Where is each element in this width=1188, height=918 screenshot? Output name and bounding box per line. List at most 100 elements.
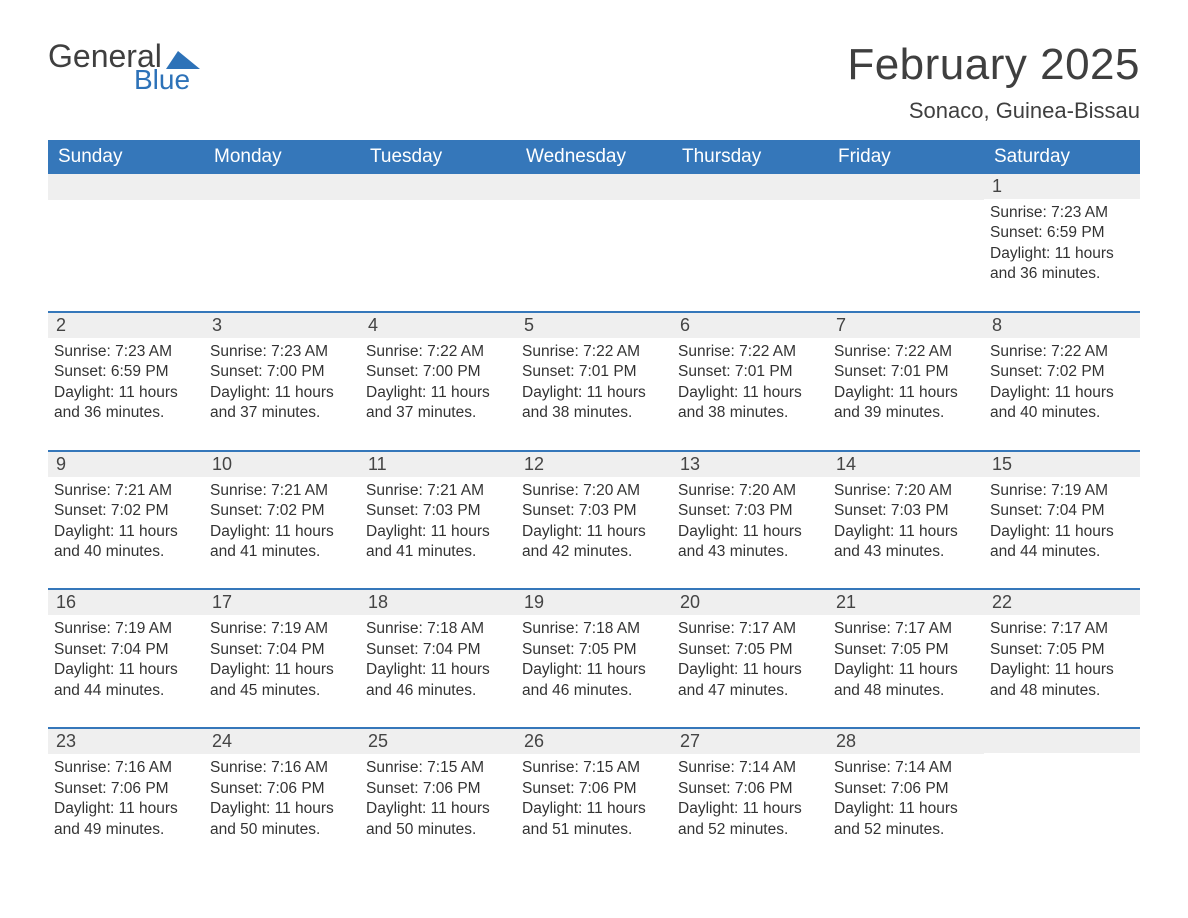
calendar-cell: 10Sunrise: 7:21 AMSunset: 7:02 PMDayligh…	[204, 450, 360, 589]
day-number: 3	[204, 311, 360, 338]
daylight-text: Daylight: 11 hours and 40 minutes.	[54, 522, 198, 563]
sunrise-text: Sunrise: 7:18 AM	[522, 619, 666, 639]
calendar-cell: 12Sunrise: 7:20 AMSunset: 7:03 PMDayligh…	[516, 450, 672, 589]
day-number: 26	[516, 727, 672, 754]
day-body: Sunrise: 7:21 AMSunset: 7:02 PMDaylight:…	[48, 477, 204, 589]
sunrise-text: Sunrise: 7:15 AM	[366, 758, 510, 778]
calendar-cell: 9Sunrise: 7:21 AMSunset: 7:02 PMDaylight…	[48, 450, 204, 589]
calendar-cell: 17Sunrise: 7:19 AMSunset: 7:04 PMDayligh…	[204, 588, 360, 727]
day-body: Sunrise: 7:18 AMSunset: 7:05 PMDaylight:…	[516, 615, 672, 727]
sunrise-text: Sunrise: 7:19 AM	[54, 619, 198, 639]
sunset-text: Sunset: 7:06 PM	[522, 779, 666, 799]
day-number: 13	[672, 450, 828, 477]
daylight-text: Daylight: 11 hours and 44 minutes.	[54, 660, 198, 701]
daylight-text: Daylight: 11 hours and 49 minutes.	[54, 799, 198, 840]
day-number: 19	[516, 588, 672, 615]
day-number: 15	[984, 450, 1140, 477]
empty-day-header	[360, 174, 516, 200]
day-header: Thursday	[672, 140, 828, 174]
day-body: Sunrise: 7:22 AMSunset: 7:01 PMDaylight:…	[516, 338, 672, 450]
sunrise-text: Sunrise: 7:21 AM	[210, 481, 354, 501]
sunset-text: Sunset: 7:01 PM	[522, 362, 666, 382]
day-header: Monday	[204, 140, 360, 174]
sunset-text: Sunset: 7:05 PM	[834, 640, 978, 660]
empty-day-header	[516, 174, 672, 200]
calendar-cell: 25Sunrise: 7:15 AMSunset: 7:06 PMDayligh…	[360, 727, 516, 866]
sunrise-text: Sunrise: 7:23 AM	[210, 342, 354, 362]
day-body: Sunrise: 7:17 AMSunset: 7:05 PMDaylight:…	[672, 615, 828, 727]
sunset-text: Sunset: 7:05 PM	[990, 640, 1134, 660]
sunrise-text: Sunrise: 7:16 AM	[54, 758, 198, 778]
calendar-cell	[516, 174, 672, 311]
empty-day-body	[984, 753, 1140, 863]
sunset-text: Sunset: 7:00 PM	[210, 362, 354, 382]
brand-logo: General Blue	[48, 40, 200, 94]
day-body: Sunrise: 7:14 AMSunset: 7:06 PMDaylight:…	[672, 754, 828, 866]
day-body: Sunrise: 7:22 AMSunset: 7:02 PMDaylight:…	[984, 338, 1140, 450]
sunrise-text: Sunrise: 7:23 AM	[990, 203, 1134, 223]
sunset-text: Sunset: 7:04 PM	[54, 640, 198, 660]
calendar-cell: 8Sunrise: 7:22 AMSunset: 7:02 PMDaylight…	[984, 311, 1140, 450]
day-number: 7	[828, 311, 984, 338]
day-number: 17	[204, 588, 360, 615]
sunset-text: Sunset: 7:04 PM	[990, 501, 1134, 521]
day-body: Sunrise: 7:23 AMSunset: 6:59 PMDaylight:…	[984, 199, 1140, 311]
flag-icon	[166, 51, 200, 69]
sunset-text: Sunset: 7:05 PM	[678, 640, 822, 660]
sunset-text: Sunset: 7:06 PM	[678, 779, 822, 799]
sunset-text: Sunset: 7:04 PM	[366, 640, 510, 660]
calendar-cell: 15Sunrise: 7:19 AMSunset: 7:04 PMDayligh…	[984, 450, 1140, 589]
sunrise-text: Sunrise: 7:17 AM	[990, 619, 1134, 639]
day-body: Sunrise: 7:17 AMSunset: 7:05 PMDaylight:…	[828, 615, 984, 727]
calendar-cell: 24Sunrise: 7:16 AMSunset: 7:06 PMDayligh…	[204, 727, 360, 866]
sunrise-text: Sunrise: 7:22 AM	[990, 342, 1134, 362]
sunset-text: Sunset: 7:00 PM	[366, 362, 510, 382]
calendar-cell	[360, 174, 516, 311]
calendar-cell: 21Sunrise: 7:17 AMSunset: 7:05 PMDayligh…	[828, 588, 984, 727]
empty-day-body	[828, 200, 984, 310]
calendar-cell: 18Sunrise: 7:18 AMSunset: 7:04 PMDayligh…	[360, 588, 516, 727]
calendar-table: SundayMondayTuesdayWednesdayThursdayFrid…	[48, 140, 1140, 866]
day-number: 21	[828, 588, 984, 615]
empty-day-header	[204, 174, 360, 200]
sunrise-text: Sunrise: 7:22 AM	[678, 342, 822, 362]
day-body: Sunrise: 7:21 AMSunset: 7:02 PMDaylight:…	[204, 477, 360, 589]
empty-day-body	[360, 200, 516, 310]
day-body: Sunrise: 7:23 AMSunset: 7:00 PMDaylight:…	[204, 338, 360, 450]
daylight-text: Daylight: 11 hours and 46 minutes.	[366, 660, 510, 701]
sunrise-text: Sunrise: 7:17 AM	[678, 619, 822, 639]
sunset-text: Sunset: 7:06 PM	[210, 779, 354, 799]
sunrise-text: Sunrise: 7:17 AM	[834, 619, 978, 639]
calendar-cell: 5Sunrise: 7:22 AMSunset: 7:01 PMDaylight…	[516, 311, 672, 450]
daylight-text: Daylight: 11 hours and 41 minutes.	[366, 522, 510, 563]
day-number: 20	[672, 588, 828, 615]
sunset-text: Sunset: 7:04 PM	[210, 640, 354, 660]
day-body: Sunrise: 7:22 AMSunset: 7:01 PMDaylight:…	[672, 338, 828, 450]
sunset-text: Sunset: 7:03 PM	[834, 501, 978, 521]
day-header: Saturday	[984, 140, 1140, 174]
day-number: 24	[204, 727, 360, 754]
daylight-text: Daylight: 11 hours and 47 minutes.	[678, 660, 822, 701]
day-body: Sunrise: 7:14 AMSunset: 7:06 PMDaylight:…	[828, 754, 984, 866]
day-number: 28	[828, 727, 984, 754]
daylight-text: Daylight: 11 hours and 43 minutes.	[678, 522, 822, 563]
day-number: 9	[48, 450, 204, 477]
daylight-text: Daylight: 11 hours and 36 minutes.	[54, 383, 198, 424]
day-number: 27	[672, 727, 828, 754]
day-body: Sunrise: 7:23 AMSunset: 6:59 PMDaylight:…	[48, 338, 204, 450]
calendar-cell	[48, 174, 204, 311]
calendar-cell: 7Sunrise: 7:22 AMSunset: 7:01 PMDaylight…	[828, 311, 984, 450]
calendar-cell: 13Sunrise: 7:20 AMSunset: 7:03 PMDayligh…	[672, 450, 828, 589]
daylight-text: Daylight: 11 hours and 42 minutes.	[522, 522, 666, 563]
daylight-text: Daylight: 11 hours and 40 minutes.	[990, 383, 1134, 424]
daylight-text: Daylight: 11 hours and 37 minutes.	[366, 383, 510, 424]
empty-day-header	[48, 174, 204, 200]
sunset-text: Sunset: 6:59 PM	[54, 362, 198, 382]
day-number: 14	[828, 450, 984, 477]
sunrise-text: Sunrise: 7:20 AM	[522, 481, 666, 501]
sunset-text: Sunset: 7:02 PM	[210, 501, 354, 521]
day-header: Friday	[828, 140, 984, 174]
day-number: 12	[516, 450, 672, 477]
sunrise-text: Sunrise: 7:20 AM	[678, 481, 822, 501]
day-body: Sunrise: 7:19 AMSunset: 7:04 PMDaylight:…	[984, 477, 1140, 589]
